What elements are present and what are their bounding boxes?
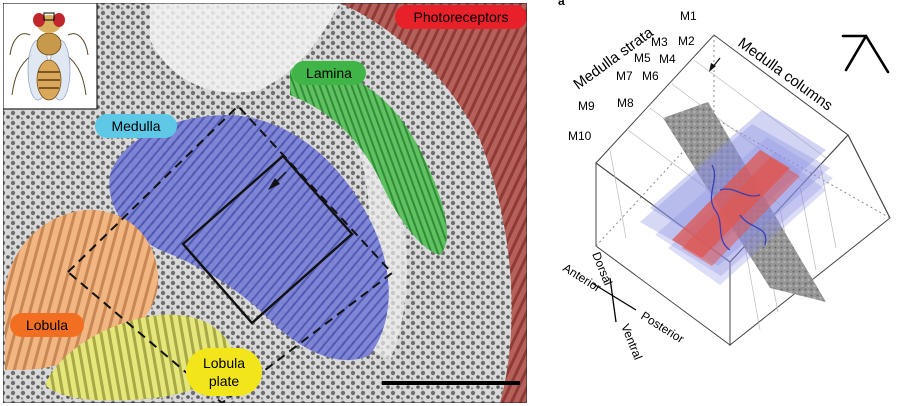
label-medulla: Medulla: [95, 114, 177, 138]
strata-labels: M1 M2 M3 M4 M5 M6 M7 M8 M9 M10: [568, 9, 697, 143]
dashed-outline-box: [66, 104, 394, 403]
lamina-region: [290, 68, 448, 255]
orientation-posterior: Posterior: [638, 309, 686, 346]
fly-inset: [3, 3, 98, 110]
stratum-label-m1: M1: [680, 9, 697, 23]
panel-letter: a: [558, 0, 565, 8]
orientation-ventral: Ventral: [618, 322, 645, 362]
scale-bar: [382, 381, 520, 385]
stratum-label-m10: M10: [568, 129, 592, 143]
red-volumes: [672, 150, 800, 266]
direction-arrowhead: [268, 178, 280, 190]
label-lobula-text: Lobula: [26, 317, 68, 333]
stratum-label-m2: M2: [678, 34, 695, 48]
neuron-tracing: [710, 164, 767, 251]
solid-outline-box: [181, 154, 354, 325]
right-panel: Medulla strata Medulla columns M1 M2 M3 …: [560, 9, 891, 362]
label-lamina: Lamina: [292, 61, 366, 85]
cube-arrowhead: [709, 63, 716, 72]
label-medulla-text: Medulla: [111, 118, 160, 134]
photoreceptors-region: [340, 3, 527, 403]
label-lobula: Lobula: [10, 313, 84, 337]
left-panel: Photoreceptors Lamina Medulla Lobula Lob…: [3, 3, 527, 403]
label-photoreceptors: Photoreceptors: [395, 5, 527, 29]
stratum-label-m6: M6: [642, 69, 659, 83]
stratum-label-m9: M9: [578, 99, 595, 113]
cube-right-face: [729, 134, 891, 347]
orientation-corner-glyph: [841, 34, 890, 74]
label-lamina-text: Lamina: [306, 65, 352, 81]
medulla-columns-title: Medulla columns: [735, 34, 836, 114]
light-region: [150, 3, 340, 93]
stratum-label-m4: M4: [659, 52, 676, 66]
stratum-label-m8: M8: [617, 96, 634, 110]
label-lobula-plate: Lobula plate: [186, 348, 262, 396]
label-lobula-plate-line2: plate: [209, 373, 240, 389]
label-photoreceptors-text: Photoreceptors: [414, 9, 509, 25]
stratum-label-m7: M7: [616, 69, 633, 83]
fly-icon: [9, 12, 89, 101]
stratum-label-m5: M5: [634, 51, 651, 65]
label-lobula-plate-line1: Lobula: [203, 355, 245, 371]
medulla-region: [109, 115, 389, 361]
stratum-label-m3: M3: [651, 35, 668, 49]
